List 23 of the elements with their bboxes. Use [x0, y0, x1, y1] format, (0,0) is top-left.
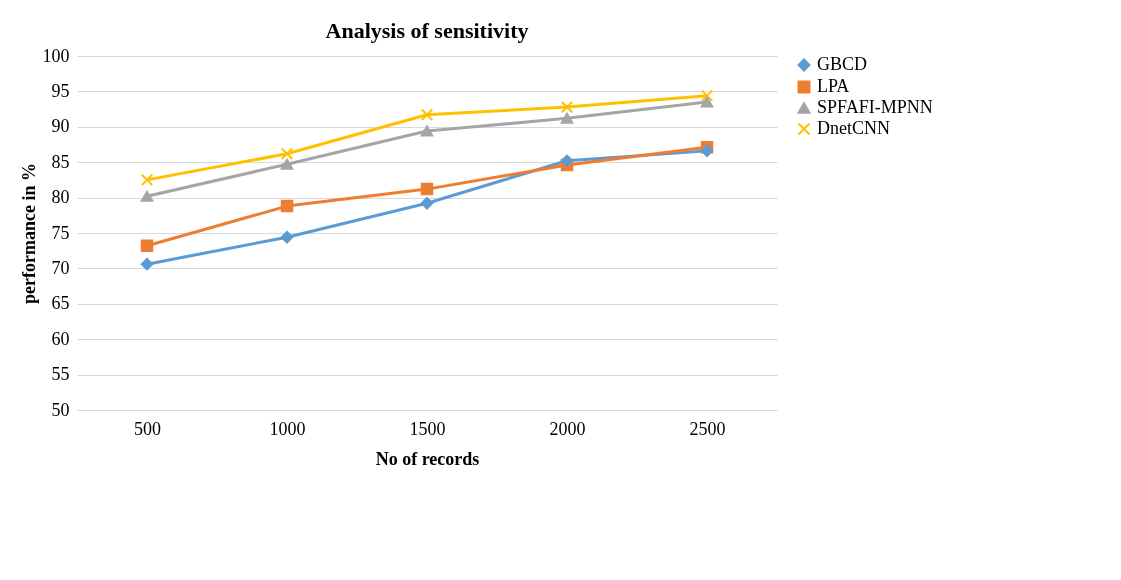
y-tick-label: 95	[51, 80, 70, 101]
y-tick-label: 65	[51, 293, 70, 314]
y-tick-label: 70	[51, 257, 70, 278]
legend-label: DnetCNN	[817, 118, 890, 138]
legend-label: GBCD	[817, 54, 868, 74]
y-tick-label: 85	[51, 151, 70, 172]
y-tick-label: 100	[42, 45, 70, 66]
y-tick-label: 75	[51, 222, 70, 243]
chart-title: Analysis of sensitivity	[325, 18, 529, 43]
x-tick-label: 2500	[689, 418, 726, 439]
legend-label: SPFAFI-MPNN	[817, 97, 933, 117]
y-tick-label: 80	[51, 187, 70, 208]
y-tick-label: 90	[51, 116, 70, 137]
y-tick-label: 60	[51, 328, 70, 349]
x-tick-label: 1500	[409, 418, 446, 439]
y-tick-label: 50	[51, 399, 70, 420]
legend-label: LPA	[817, 76, 850, 96]
x-tick-label: 500	[134, 418, 161, 439]
x-axis-title: No of records	[375, 448, 480, 469]
x-tick-label: 1000	[269, 418, 306, 439]
x-tick-label: 2000	[549, 418, 586, 439]
y-tick-label: 55	[51, 364, 70, 385]
y-axis-title: performance in %	[18, 163, 39, 304]
